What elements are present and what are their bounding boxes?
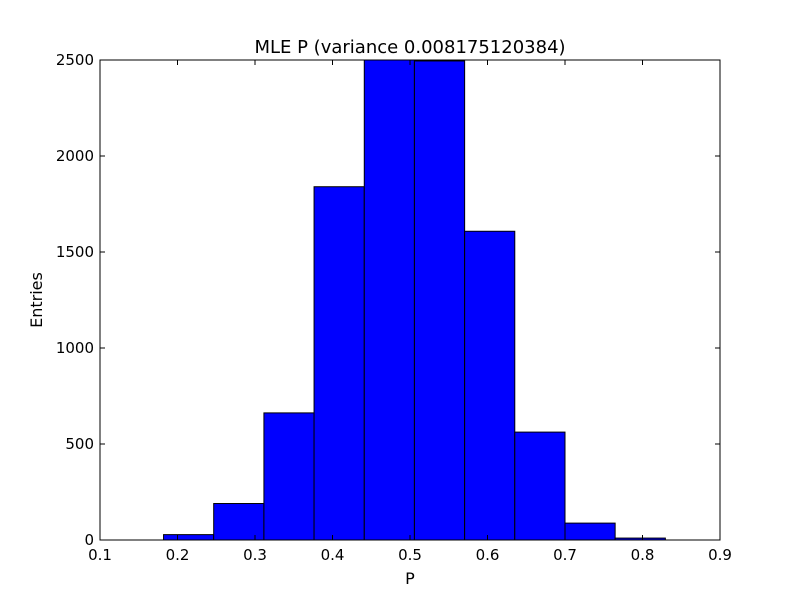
chart-title: MLE P (variance 0.008175120384) (254, 37, 565, 58)
histogram-bar (564, 522, 616, 541)
x-tick-label: 0.1 (88, 546, 112, 564)
x-axis-label: P (405, 569, 415, 588)
bars-group (163, 59, 666, 541)
x-tick-label: 0.2 (166, 546, 190, 564)
y-tick-label: 1500 (56, 243, 94, 261)
histogram-bar (413, 60, 466, 541)
x-tick-label: 0.5 (398, 546, 422, 564)
x-tick-label: 0.4 (321, 546, 345, 564)
x-tick-label: 0.3 (243, 546, 267, 564)
x-axis: 0.1 0.2 0.3 0.4 0.5 0.6 0.7 0.8 0.9 (88, 60, 732, 564)
y-tick-label: 0 (84, 531, 94, 549)
histogram-bar (313, 186, 365, 541)
x-tick-label: 0.8 (631, 546, 655, 564)
histogram-bar (263, 412, 315, 541)
histogram-bar (163, 534, 215, 541)
histogram-bar (514, 431, 566, 541)
y-tick-label: 500 (65, 435, 94, 453)
y-tick-label: 2500 (56, 51, 94, 69)
x-tick-label: 0.6 (476, 546, 500, 564)
histogram-bar (363, 59, 415, 541)
y-tick-label: 2000 (56, 147, 94, 165)
y-axis: 0 500 1000 1500 2000 2500 (56, 51, 720, 549)
histogram-bar (213, 503, 265, 541)
histogram-bar (464, 230, 516, 541)
x-tick-label: 0.9 (708, 546, 732, 564)
y-axis-label: Entries (27, 272, 46, 328)
x-tick-label: 0.7 (553, 546, 577, 564)
y-tick-label: 1000 (56, 339, 94, 357)
